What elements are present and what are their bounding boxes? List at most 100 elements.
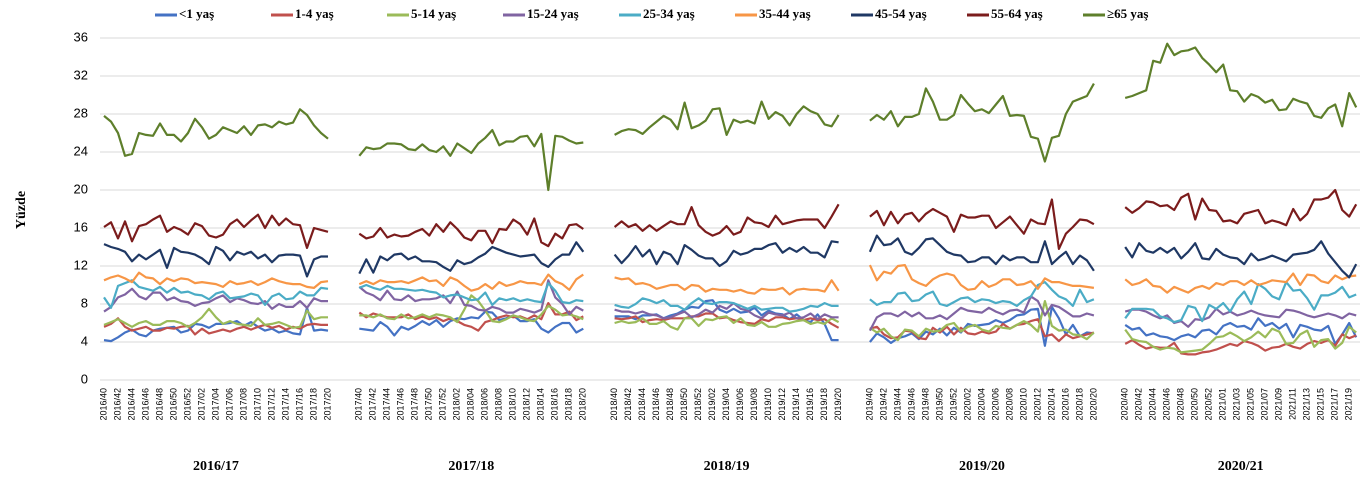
- series-line: [869, 281, 1095, 307]
- x-tick-label: 2017/48: [410, 388, 420, 421]
- series-line: [358, 217, 584, 248]
- x-tick-label: 2017/14: [280, 388, 290, 421]
- x-tick-label: 2021/09: [1274, 388, 1284, 421]
- x-tick-label: 2019/14: [791, 388, 801, 421]
- x-tick-label: 2018/16: [550, 388, 560, 421]
- legend-text: 25-34 yaş: [643, 6, 695, 21]
- x-tick-label: 2020/04: [976, 388, 986, 421]
- group-label: 2020/21: [1218, 459, 1264, 474]
- series-line: [614, 302, 839, 321]
- legend-text: 55-64 yaş: [991, 6, 1043, 21]
- x-tick-label: 2018/52: [693, 388, 703, 421]
- x-tick-label: 2021/15: [1316, 388, 1326, 421]
- series-line: [1124, 42, 1358, 128]
- x-tick-label: 2017/42: [368, 388, 378, 421]
- x-tick-label: 2019/06: [735, 388, 745, 421]
- x-tick-label: 2017/06: [224, 388, 234, 421]
- series-line: [869, 198, 1095, 250]
- series-line: [103, 317, 328, 336]
- y-tick-label: 28: [74, 105, 88, 120]
- x-tick-label: 2018/06: [480, 388, 490, 421]
- x-tick-label: 2019/02: [707, 388, 717, 421]
- x-tick-label: 2020/18: [1074, 388, 1084, 421]
- x-tick-label: 2018/50: [679, 388, 689, 421]
- series-line: [1124, 307, 1357, 328]
- series-line: [358, 282, 584, 306]
- series-line: [868, 264, 1095, 291]
- series-line: [103, 108, 329, 157]
- x-tick-label: 2017/18: [308, 388, 318, 421]
- series-line: [869, 83, 1095, 163]
- series-line: [359, 294, 584, 324]
- x-tick-label: 2016/42: [112, 388, 122, 421]
- x-tick-label: 2020/46: [1162, 388, 1172, 421]
- x-tick-label: 2019/20: [833, 388, 843, 421]
- x-tick-label: 2018/04: [466, 388, 476, 421]
- y-tick-label: 16: [74, 219, 88, 234]
- series-line: [1124, 325, 1357, 354]
- x-tick-label: 2019/50: [934, 388, 944, 421]
- series-line: [869, 305, 1095, 347]
- x-tick-label: 2019/42: [878, 388, 888, 421]
- group-label: 2018/19: [704, 459, 750, 474]
- x-tick-label: 2018/40: [609, 388, 619, 421]
- x-tick-label: 2016/48: [154, 388, 164, 421]
- series-line: [359, 310, 584, 337]
- group-label: 2019/20: [959, 459, 1005, 474]
- x-tick-label: 2017/16: [294, 388, 304, 421]
- y-tick-label: 36: [74, 29, 88, 44]
- x-tick-label: 2016/44: [126, 388, 136, 421]
- x-tick-label: 2017/12: [266, 388, 276, 421]
- legend-text: ≥65 yaş: [1107, 6, 1148, 21]
- x-tick-label: 2019/12: [777, 388, 787, 421]
- x-tick-label: 2020/14: [1046, 388, 1056, 421]
- x-tick-label: 2018/44: [637, 388, 647, 421]
- x-tick-label: 2018/48: [665, 388, 675, 421]
- x-tick-label: 2021/07: [1260, 388, 1270, 421]
- x-tick-label: 2020/10: [1018, 388, 1028, 421]
- x-tick-label: 2019/46: [906, 388, 916, 421]
- x-tick-label: 2018/46: [651, 388, 661, 421]
- series-line: [614, 276, 840, 296]
- group-label: 2016/17: [193, 459, 239, 474]
- x-tick-label: 2019/08: [749, 388, 759, 421]
- series-line: [103, 271, 329, 289]
- series-line: [358, 129, 584, 192]
- x-tick-label: 2020/42: [1134, 388, 1144, 421]
- series-line: [103, 307, 328, 329]
- y-tick-label: 4: [81, 333, 88, 348]
- series-line: [613, 240, 839, 268]
- x-tick-label: 2017/44: [382, 388, 392, 421]
- y-axis-title: Yüzde: [14, 191, 29, 229]
- x-tick-label: 2020/40: [1120, 388, 1130, 421]
- x-tick-label: 2018/42: [623, 388, 633, 421]
- x-tick-label: 2019/48: [920, 388, 930, 421]
- x-tick-label: 2018/20: [578, 388, 588, 421]
- x-tick-label: 2017/08: [238, 388, 248, 421]
- series-line: [868, 295, 1095, 332]
- series-line: [358, 241, 585, 275]
- x-tick-label: 2021/01: [1218, 388, 1228, 421]
- legend-text: 35-44 yaş: [759, 6, 811, 21]
- series-line: [868, 234, 1095, 272]
- x-tick-label: 2017/40: [354, 388, 364, 421]
- x-tick-label: 2021/03: [1232, 388, 1242, 421]
- x-tick-label: 2019/16: [805, 388, 815, 421]
- x-tick-label: 2019/04: [721, 388, 731, 421]
- x-tick-label: 2017/50: [424, 388, 434, 421]
- x-tick-label: 2017/10: [252, 388, 262, 421]
- series-line: [103, 279, 329, 309]
- legend-text: 1-4 yaş: [295, 6, 334, 21]
- x-tick-label: 2017/04: [210, 388, 220, 421]
- legend-text: 5-14 yaş: [411, 6, 456, 21]
- x-tick-label: 2019/44: [892, 388, 902, 421]
- x-tick-label: 2016/40: [98, 388, 108, 421]
- x-tick-label: 2018/02: [452, 388, 462, 421]
- x-tick-label: 2016/50: [168, 388, 178, 421]
- group-label: 2017/18: [448, 459, 494, 474]
- series-line: [613, 203, 840, 237]
- x-tick-label: 2018/12: [522, 388, 532, 421]
- legend-text: 15-24 yaş: [527, 6, 579, 21]
- x-tick-label: 2020/06: [990, 388, 1000, 421]
